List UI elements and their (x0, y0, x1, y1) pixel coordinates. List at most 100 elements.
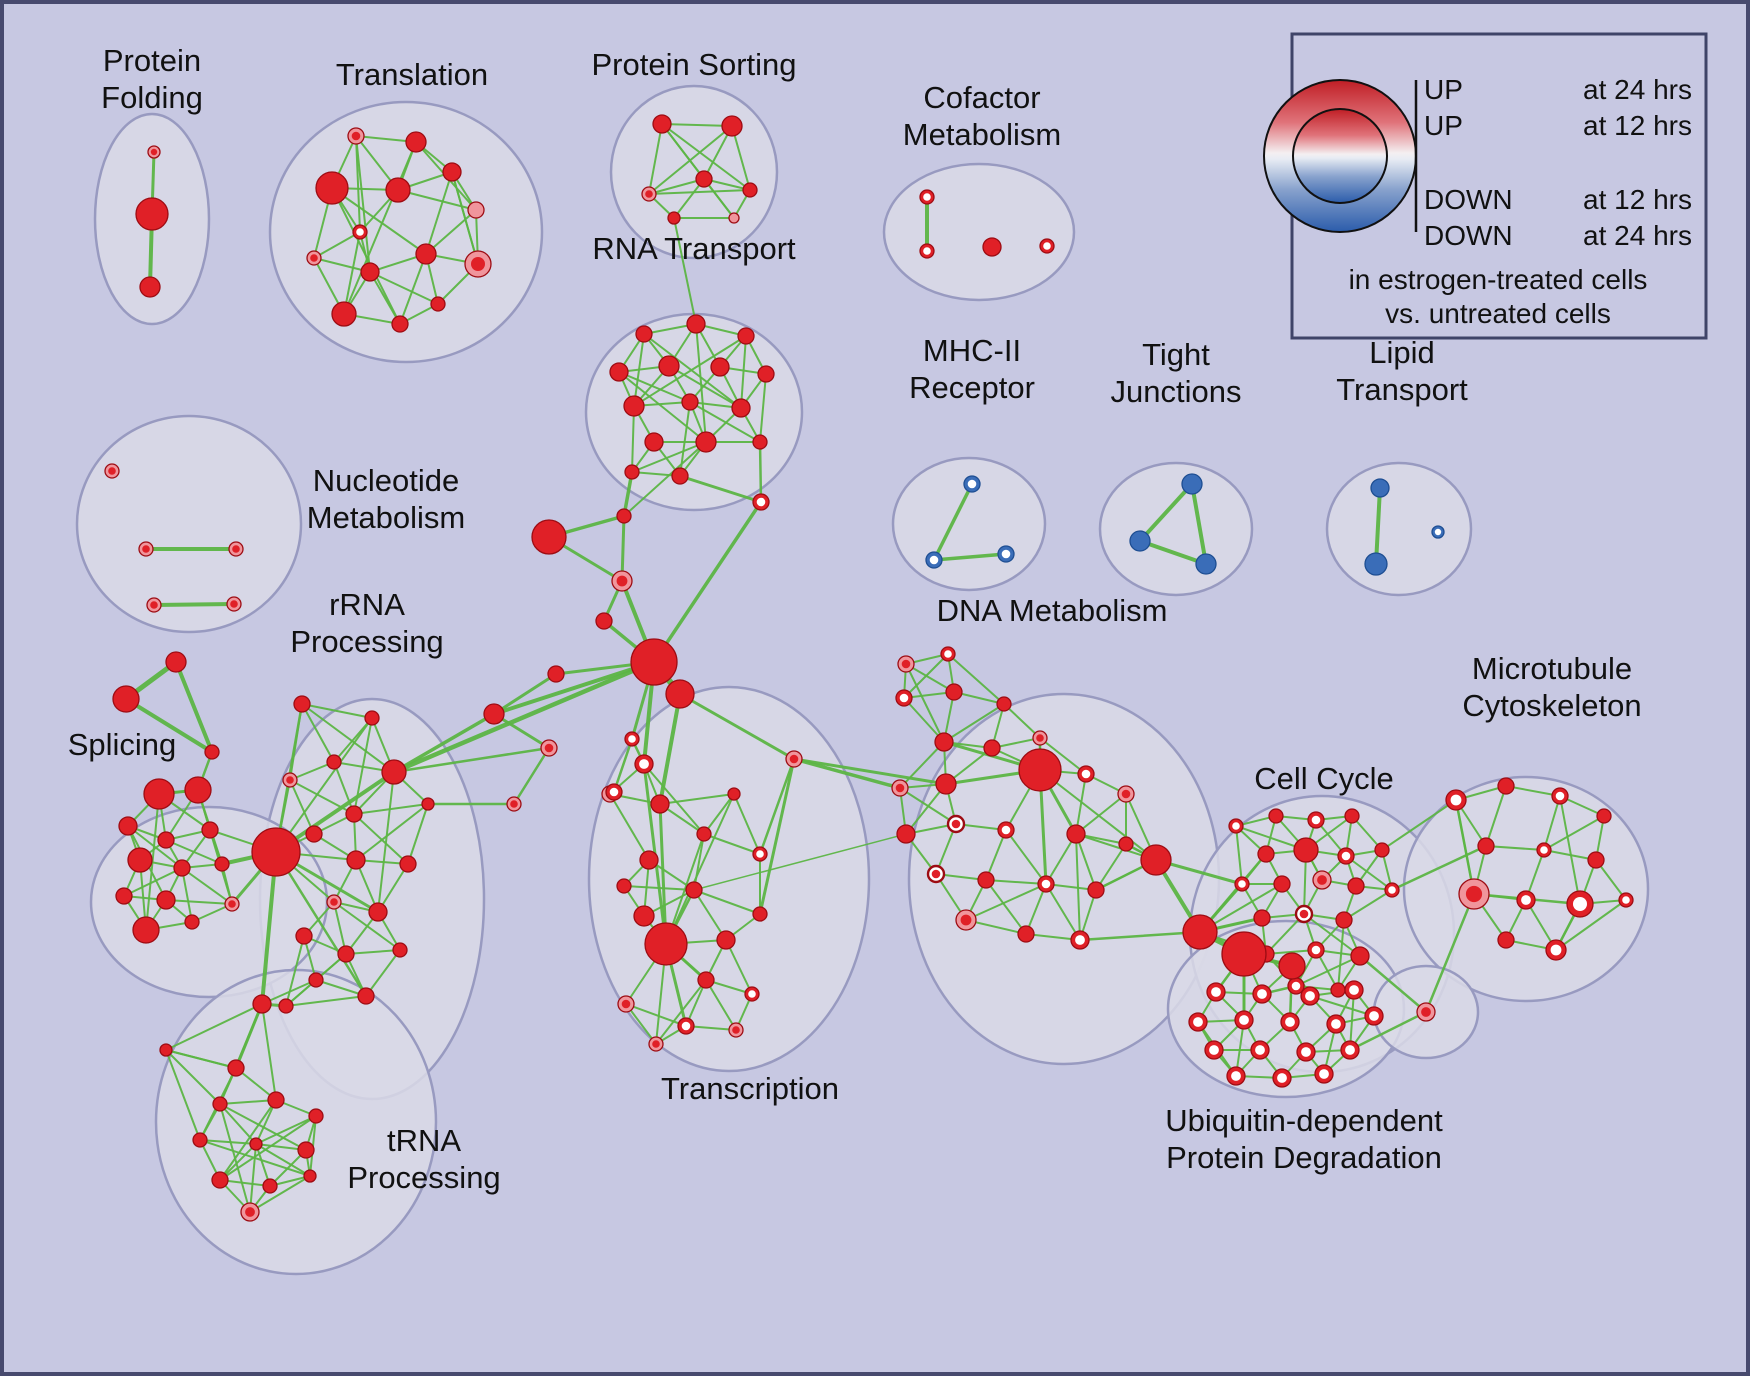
gene-node[interactable] (1307, 941, 1325, 959)
gene-node[interactable] (442, 162, 462, 182)
gene-node[interactable] (421, 797, 435, 811)
gene-node[interactable] (737, 327, 755, 345)
gene-node[interactable] (695, 170, 713, 188)
gene-node[interactable] (752, 906, 768, 922)
gene-node[interactable] (156, 890, 176, 910)
gene-node[interactable] (1293, 837, 1319, 863)
gene-node[interactable] (1587, 851, 1605, 869)
gene-node[interactable] (345, 805, 363, 823)
gene-node[interactable] (710, 357, 730, 377)
gene-node[interactable] (752, 493, 770, 511)
gene-node[interactable] (147, 145, 161, 159)
gene-node[interactable] (919, 189, 935, 205)
gene-node[interactable] (635, 325, 653, 343)
gene-node[interactable] (1335, 911, 1353, 929)
gene-node[interactable] (1307, 811, 1325, 829)
gene-node[interactable] (1250, 1040, 1270, 1060)
gene-node[interactable] (224, 896, 240, 912)
gene-node[interactable] (667, 211, 681, 225)
gene-node[interactable] (742, 182, 758, 198)
gene-node[interactable] (1280, 1012, 1300, 1032)
gene-node[interactable] (946, 814, 966, 834)
gene-node[interactable] (212, 1096, 228, 1112)
gene-node[interactable] (925, 551, 943, 569)
gene-node[interactable] (165, 651, 187, 673)
gene-node[interactable] (616, 878, 632, 894)
gene-node[interactable] (934, 732, 954, 752)
gene-node[interactable] (157, 831, 175, 849)
gene-node[interactable] (1344, 980, 1364, 1000)
gene-node[interactable] (1077, 765, 1095, 783)
gene-node[interactable] (1257, 845, 1275, 863)
gene-node[interactable] (1340, 1040, 1360, 1060)
gene-node[interactable] (118, 816, 138, 836)
gene-node[interactable] (346, 850, 366, 870)
gene-node[interactable] (652, 114, 672, 134)
gene-node[interactable] (159, 1043, 173, 1057)
gene-node[interactable] (1431, 525, 1445, 539)
gene-node[interactable] (744, 986, 760, 1002)
gene-node[interactable] (240, 1202, 260, 1222)
gene-node[interactable] (616, 508, 632, 524)
gene-node[interactable] (641, 186, 657, 202)
gene-node[interactable] (1347, 877, 1365, 895)
gene-node[interactable] (1516, 890, 1536, 910)
gene-node[interactable] (671, 467, 689, 485)
gene-node[interactable] (381, 759, 407, 785)
gene-node[interactable] (686, 314, 706, 334)
gene-node[interactable] (945, 683, 963, 701)
gene-node[interactable] (1087, 881, 1105, 899)
gene-node[interactable] (611, 570, 633, 592)
gene-node[interactable] (624, 464, 640, 480)
gene-node[interactable] (1140, 844, 1172, 876)
gene-node[interactable] (138, 541, 154, 557)
gene-node[interactable] (940, 646, 956, 662)
gene-node[interactable] (891, 779, 909, 797)
gene-node[interactable] (896, 824, 916, 844)
gene-node[interactable] (728, 1022, 744, 1038)
gene-node[interactable] (695, 431, 717, 453)
gene-node[interactable] (1350, 946, 1370, 966)
gene-node[interactable] (297, 1141, 315, 1159)
gene-node[interactable] (227, 1059, 245, 1077)
gene-node[interactable] (303, 1169, 317, 1183)
gene-node[interactable] (752, 434, 768, 450)
gene-node[interactable] (677, 1017, 695, 1035)
gene-node[interactable] (547, 665, 565, 683)
gene-node[interactable] (143, 778, 175, 810)
gene-node[interactable] (697, 971, 715, 989)
gene-node[interactable] (1221, 931, 1267, 977)
gene-node[interactable] (173, 859, 191, 877)
gene-node[interactable] (982, 237, 1002, 257)
gene-node[interactable] (605, 783, 623, 801)
gene-node[interactable] (1364, 552, 1388, 576)
gene-node[interactable] (1545, 939, 1567, 961)
gene-node[interactable] (919, 243, 935, 259)
gene-node[interactable] (1253, 909, 1271, 927)
gene-node[interactable] (364, 710, 380, 726)
gene-node[interactable] (204, 744, 220, 760)
gene-node[interactable] (1228, 818, 1244, 834)
gene-node[interactable] (308, 972, 324, 988)
gene-node[interactable] (1070, 930, 1090, 950)
gene-node[interactable] (1206, 982, 1226, 1002)
gene-node[interactable] (282, 772, 298, 788)
gene-node[interactable] (531, 519, 567, 555)
gene-node[interactable] (1204, 1040, 1224, 1060)
gene-node[interactable] (368, 902, 388, 922)
gene-node[interactable] (1326, 1014, 1346, 1034)
gene-node[interactable] (127, 847, 153, 873)
gene-node[interactable] (1300, 986, 1320, 1006)
gene-node[interactable] (926, 864, 946, 884)
gene-node[interactable] (696, 826, 712, 842)
gene-node[interactable] (262, 1178, 278, 1194)
gene-node[interactable] (983, 739, 1001, 757)
gene-node[interactable] (1364, 1006, 1384, 1026)
gene-node[interactable] (1039, 238, 1055, 254)
gene-node[interactable] (1445, 789, 1467, 811)
gene-node[interactable] (1314, 1064, 1334, 1084)
gene-node[interactable] (415, 243, 437, 265)
gene-node[interactable] (648, 1036, 664, 1052)
gene-node[interactable] (1268, 808, 1284, 824)
gene-node[interactable] (201, 821, 219, 839)
